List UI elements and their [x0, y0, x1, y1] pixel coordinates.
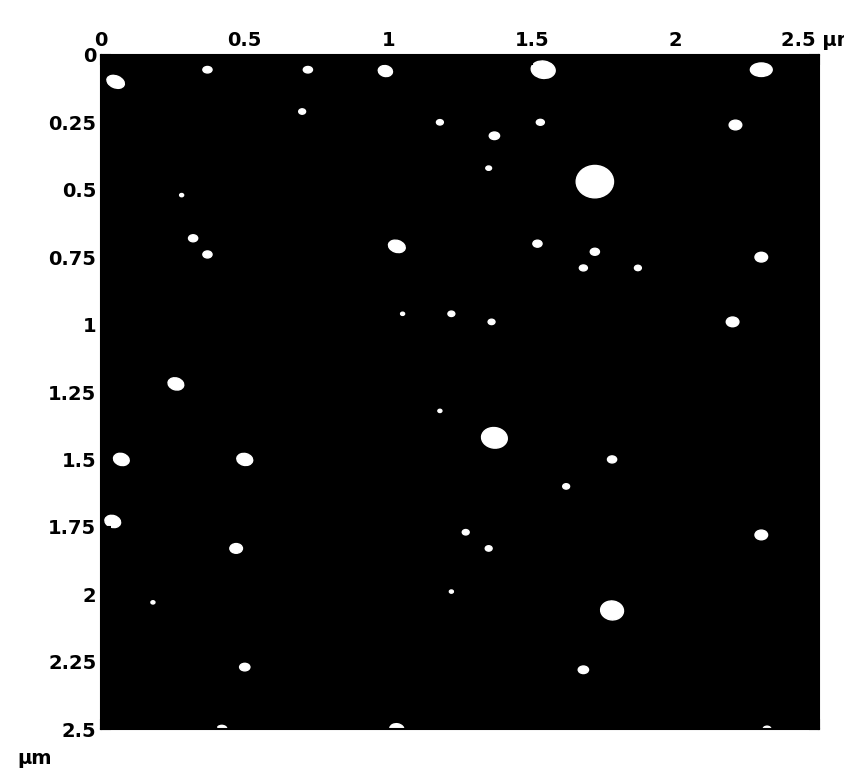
- Ellipse shape: [576, 165, 614, 198]
- Ellipse shape: [531, 61, 555, 78]
- Ellipse shape: [533, 240, 542, 247]
- Ellipse shape: [436, 120, 443, 125]
- Ellipse shape: [151, 601, 155, 604]
- Ellipse shape: [240, 663, 250, 671]
- Ellipse shape: [563, 484, 570, 489]
- Ellipse shape: [635, 265, 641, 270]
- Ellipse shape: [217, 725, 227, 733]
- Ellipse shape: [230, 543, 242, 554]
- Ellipse shape: [579, 265, 587, 271]
- Ellipse shape: [490, 132, 500, 140]
- Ellipse shape: [482, 427, 507, 448]
- Ellipse shape: [180, 194, 184, 197]
- Ellipse shape: [299, 109, 306, 114]
- Ellipse shape: [401, 312, 404, 315]
- Ellipse shape: [105, 515, 121, 528]
- Ellipse shape: [486, 166, 491, 170]
- Ellipse shape: [378, 66, 392, 77]
- Ellipse shape: [488, 319, 495, 325]
- Ellipse shape: [448, 311, 455, 317]
- Ellipse shape: [388, 240, 405, 252]
- Ellipse shape: [608, 456, 617, 463]
- Ellipse shape: [203, 251, 212, 258]
- Ellipse shape: [601, 601, 624, 620]
- Ellipse shape: [727, 317, 738, 327]
- Ellipse shape: [113, 453, 129, 466]
- Ellipse shape: [485, 546, 492, 551]
- Ellipse shape: [168, 378, 184, 390]
- Ellipse shape: [750, 63, 772, 77]
- Text: μm: μm: [17, 750, 51, 768]
- Ellipse shape: [303, 67, 312, 73]
- Ellipse shape: [463, 529, 469, 535]
- Ellipse shape: [438, 409, 442, 412]
- Ellipse shape: [107, 75, 124, 89]
- Ellipse shape: [763, 726, 771, 732]
- Ellipse shape: [729, 120, 742, 130]
- Ellipse shape: [237, 453, 252, 466]
- Ellipse shape: [390, 724, 404, 735]
- Ellipse shape: [203, 67, 212, 73]
- Ellipse shape: [590, 249, 599, 256]
- Ellipse shape: [578, 666, 588, 673]
- Ellipse shape: [536, 119, 544, 125]
- Ellipse shape: [755, 530, 767, 540]
- Ellipse shape: [755, 252, 767, 262]
- Ellipse shape: [188, 234, 197, 241]
- Ellipse shape: [449, 590, 453, 593]
